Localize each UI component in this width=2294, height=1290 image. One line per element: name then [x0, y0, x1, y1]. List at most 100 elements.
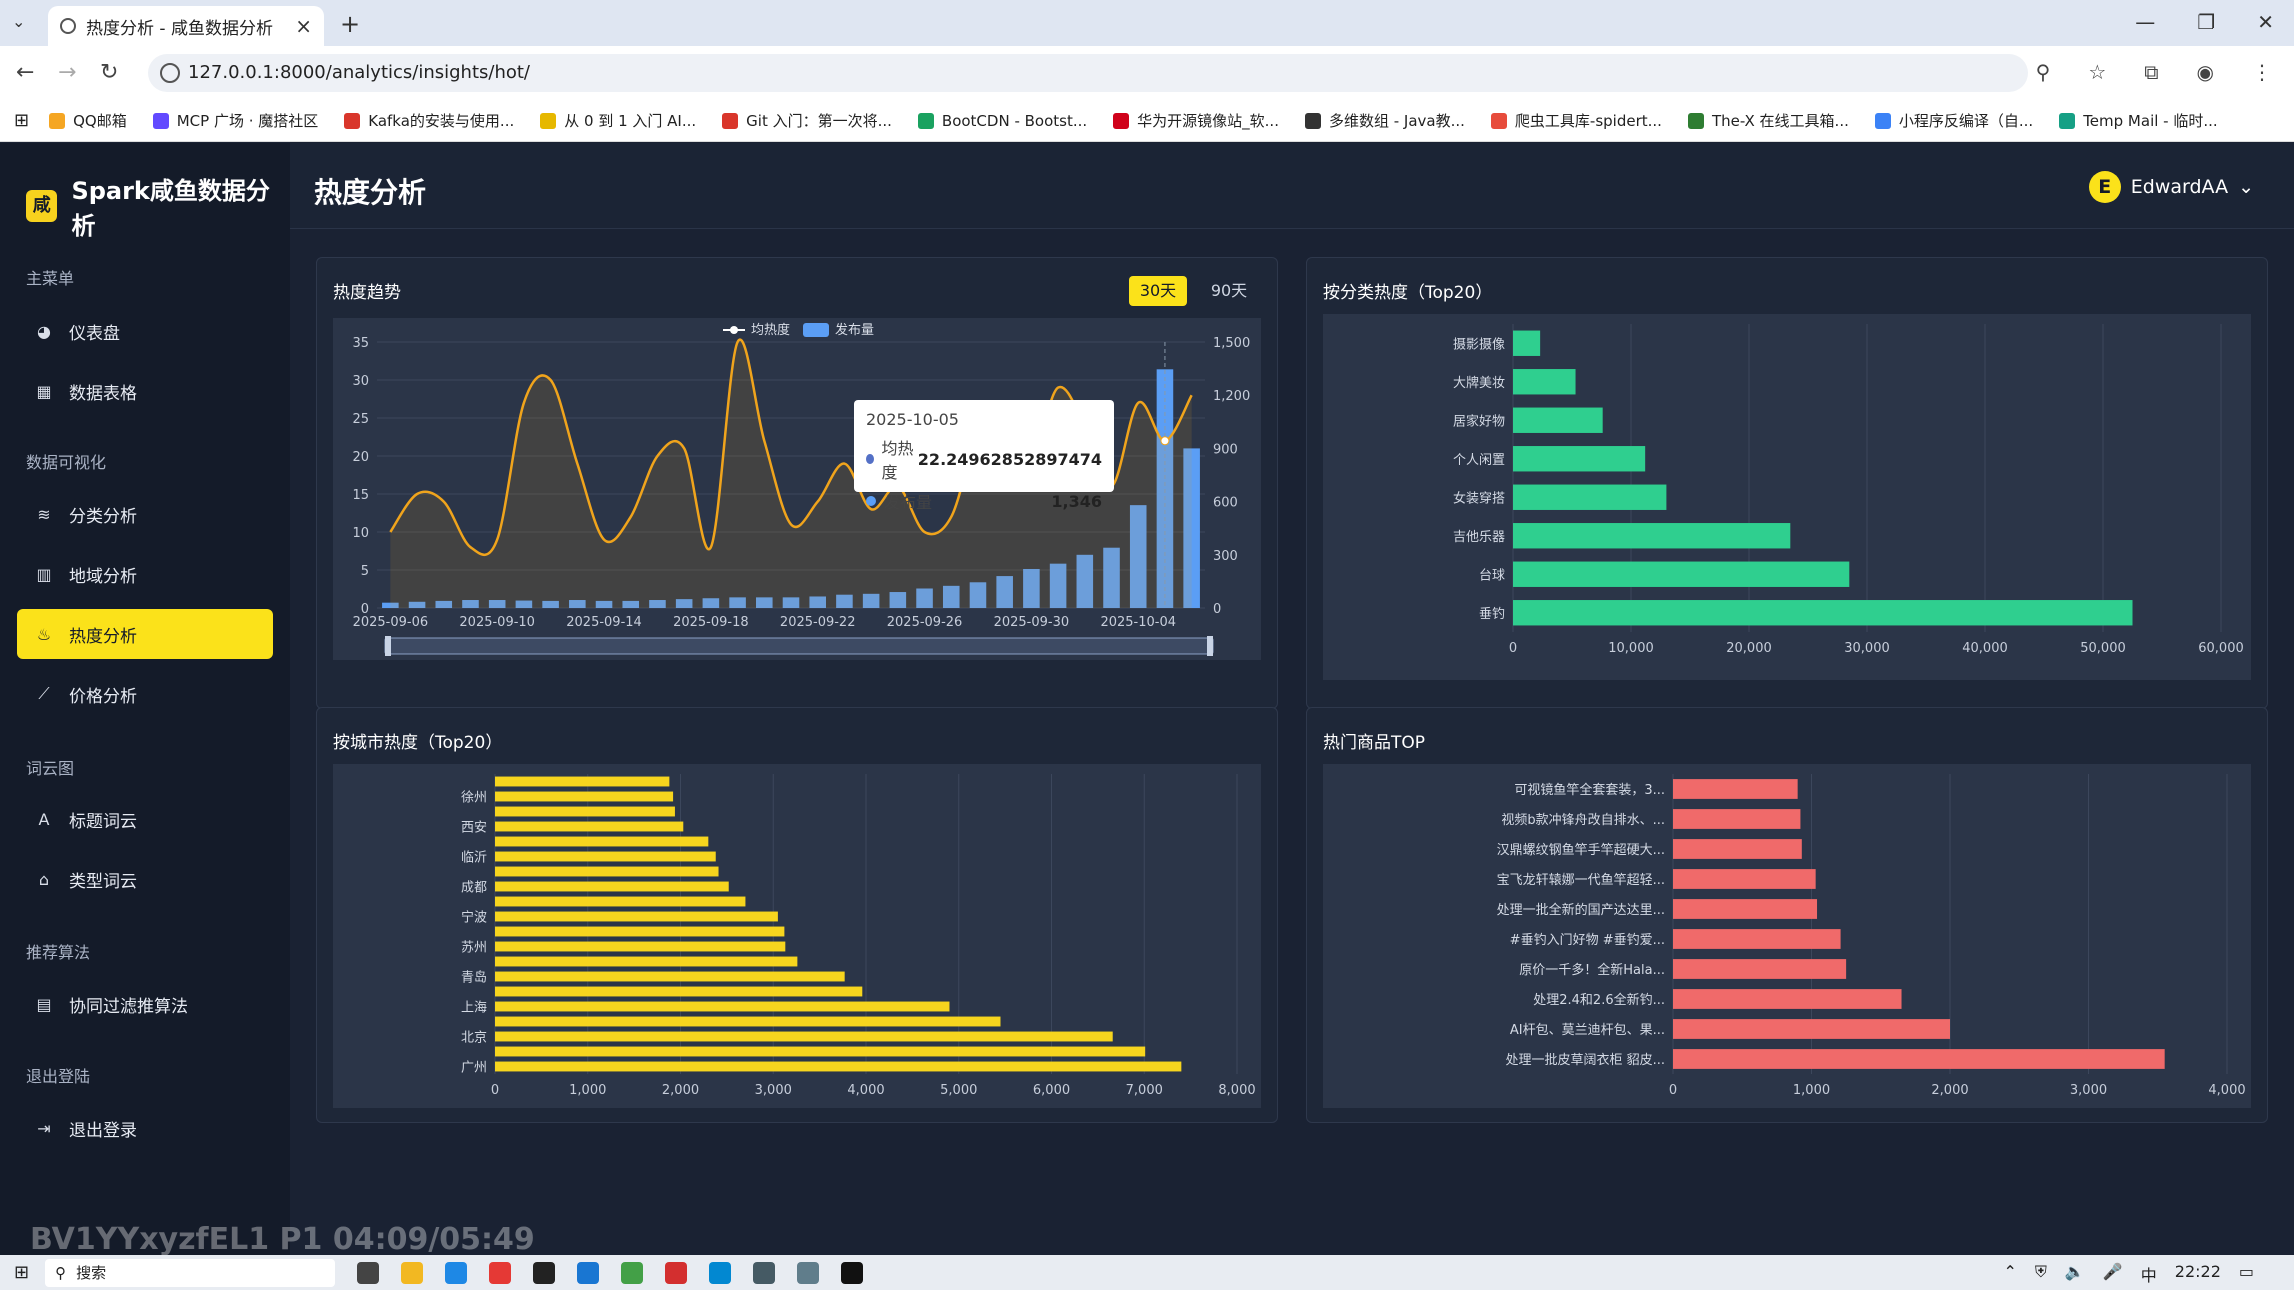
restore-icon[interactable]: ❐: [2197, 10, 2216, 34]
close-window-icon[interactable]: ✕: [2257, 10, 2274, 34]
bar: [1513, 446, 1646, 472]
bookmark-item[interactable]: BootCDN - Bootst...: [917, 111, 1088, 130]
app-icon[interactable]: [621, 1261, 644, 1284]
clock[interactable]: 22:22: [2174, 1262, 2221, 1281]
forward-icon[interactable]: →: [58, 60, 77, 85]
bookmark-item[interactable]: Temp Mail - 临时...: [2059, 110, 2218, 131]
bookmark-item[interactable]: QQ邮箱: [49, 110, 127, 131]
city-chart-area: 0 1,000 2,000 3,000 4,000 5,000 6,000 7,000 8,00…: [333, 764, 1261, 1108]
tab-search-icon[interactable]: ⌄: [12, 12, 26, 31]
bookmark-favicon-icon: [49, 112, 66, 129]
sidebar-item-label: 仪表盘: [69, 323, 120, 344]
bookmark-item[interactable]: Git 入门：第一次将...: [722, 110, 892, 131]
bookmark-item[interactable]: 多维数组 - Java教...: [1304, 110, 1465, 131]
minimize-icon[interactable]: —: [2135, 10, 2156, 34]
bookmark-item[interactable]: The-X 在线工具箱...: [1687, 110, 1849, 131]
file-explorer-icon[interactable]: [401, 1261, 424, 1284]
bookmark-label: QQ邮箱: [73, 112, 127, 130]
windows-start-icon[interactable]: ⊞: [14, 1262, 30, 1283]
edge-icon[interactable]: [445, 1261, 468, 1284]
y-tick-label-left: 30: [352, 374, 369, 389]
font-icon: A: [38, 809, 50, 829]
site-info-icon[interactable]: [160, 63, 180, 83]
pycharm-icon[interactable]: [533, 1261, 556, 1284]
bookmark-label: MCP 广场 · 魔搭社区: [176, 112, 319, 130]
legend-label: 均热度: [751, 322, 790, 338]
x-tick-label: 7,000: [1126, 1083, 1163, 1098]
section-wordcloud: 词云图: [26, 759, 75, 778]
bookmark-favicon-icon: [917, 112, 934, 129]
shield-icon[interactable]: ⛨: [2034, 1262, 2047, 1281]
reload-icon[interactable]: ↻: [100, 60, 119, 85]
taskbar-search[interactable]: ⚲ 搜索: [45, 1258, 336, 1287]
ime-indicator[interactable]: 中: [2140, 1266, 2157, 1285]
app-icon[interactable]: [797, 1261, 820, 1284]
profile-icon[interactable]: ◉: [2196, 60, 2214, 84]
bookmark-favicon-icon: [1304, 112, 1321, 129]
menu-icon[interactable]: ⋮: [2252, 60, 2272, 84]
bookmark-item[interactable]: 从 0 到 1 入门 AI...: [540, 110, 696, 131]
volume-icon[interactable]: 🔈: [2064, 1262, 2085, 1281]
hot-items-chart[interactable]: 0 1,000 2,000 3,000 4,000 可视镜鱼竿全套套装，3... 视频b款冲…: [1323, 764, 2251, 1108]
back-icon[interactable]: ←: [16, 60, 35, 85]
bar: [969, 582, 987, 608]
x-tick-label: 3,000: [2070, 1083, 2107, 1098]
bar: [435, 600, 453, 608]
extensions-icon[interactable]: ⧉: [2144, 60, 2159, 84]
app-logo[interactable]: 咸 Spark咸鱼数据分析: [26, 171, 290, 241]
wps-icon[interactable]: [665, 1261, 688, 1284]
tooltip-label: 发布量: [884, 493, 933, 512]
browser-tab[interactable]: 热度分析 - 咸鱼数据分析 ×: [48, 6, 324, 46]
mic-icon[interactable]: 🎤: [2102, 1262, 2123, 1281]
new-tab-icon[interactable]: +: [340, 10, 361, 38]
task-view-icon[interactable]: [357, 1261, 380, 1284]
trend-chart[interactable]: 0 5 10 15 20 25 30 35 0 300 600 900 1,200 1,500 2025-0…: [333, 318, 1261, 660]
chrome-icon[interactable]: [489, 1261, 512, 1284]
y-tick-label-right: 900: [1213, 442, 1238, 457]
city-chart[interactable]: 0 1,000 2,000 3,000 4,000 5,000 6,000 7,000 8,00…: [333, 764, 1261, 1108]
range-90-button[interactable]: 90天: [1210, 281, 1248, 300]
trend-panel-title: 热度趋势: [333, 283, 401, 303]
url-field[interactable]: 127.0.0.1:8000/analytics/insights/hot/: [148, 54, 2028, 92]
close-tab-icon[interactable]: ×: [295, 14, 312, 38]
chevron-up-icon[interactable]: ⌃: [2003, 1262, 2017, 1281]
bar: [1673, 1049, 2165, 1069]
bookmark-label: 多维数组 - Java教...: [1328, 112, 1465, 130]
sidebar-item-hot[interactable]: ♨ 热度分析: [17, 609, 273, 659]
range-30-button[interactable]: 30天: [1129, 276, 1187, 306]
app-icon[interactable]: [753, 1261, 776, 1284]
category-chart[interactable]: 0 10,000 20,000 30,000 40,000 50,000 60,000 摄影摄…: [1323, 314, 2251, 680]
app-icon[interactable]: [709, 1261, 732, 1284]
dashboard-icon: ◕: [37, 321, 51, 341]
y-tick-label-left: 0: [361, 602, 369, 617]
bar: [756, 597, 773, 608]
bookmark-item[interactable]: 华为开源镜像站_软...: [1113, 110, 1279, 131]
bookmark-star-icon[interactable]: ☆: [2088, 60, 2107, 84]
category-label: 处理一批皮草阔衣柜 貂皮...: [1505, 1052, 1665, 1068]
notification-icon[interactable]: ▭: [2238, 1262, 2254, 1281]
bookmark-label: BootCDN - Bootst...: [941, 111, 1088, 130]
sidebar-item-type-cloud[interactable]: ⌂ 类型词云: [17, 854, 273, 904]
logo-icon: 咸: [26, 190, 58, 222]
tooltip-dot: [866, 454, 874, 464]
user-menu[interactable]: E EdwardAA ⌄: [2088, 171, 2254, 203]
bar: [1673, 929, 1841, 949]
bookmark-item[interactable]: MCP 广场 · 魔搭社区: [152, 110, 319, 131]
bar: [862, 593, 880, 608]
sidebar-item-region[interactable]: ▥ 地域分析: [17, 549, 273, 599]
sidebar-item-title-cloud[interactable]: A 标题词云: [17, 794, 273, 844]
sidebar-item-dashboard[interactable]: ◕ 仪表盘: [17, 306, 273, 356]
sidebar-item-category[interactable]: ≋ 分类分析: [17, 489, 273, 539]
app-icon[interactable]: [841, 1261, 864, 1284]
address-actions: ⚲ ☆ ⧉ ◉ ⋮: [2036, 60, 2272, 84]
vscode-icon[interactable]: [577, 1261, 600, 1284]
sidebar-item-table[interactable]: ▦ 数据表格: [17, 366, 273, 416]
sidebar-item-logout[interactable]: ⇥ 退出登录: [17, 1103, 273, 1153]
zoom-icon[interactable]: ⚲: [2035, 60, 2051, 84]
apps-grid-icon[interactable]: ⊞: [14, 110, 30, 131]
sidebar-item-price[interactable]: ⟋ 价格分析: [17, 669, 273, 719]
sidebar-item-cf-algorithm[interactable]: ▤ 协同过滤推算法: [17, 979, 273, 1029]
bookmark-item[interactable]: 爬虫工具库-spidert...: [1490, 110, 1662, 131]
bookmark-item[interactable]: Kafka的安装与使用...: [344, 110, 514, 131]
bookmark-item[interactable]: 小程序反编译（自...: [1874, 110, 2033, 131]
